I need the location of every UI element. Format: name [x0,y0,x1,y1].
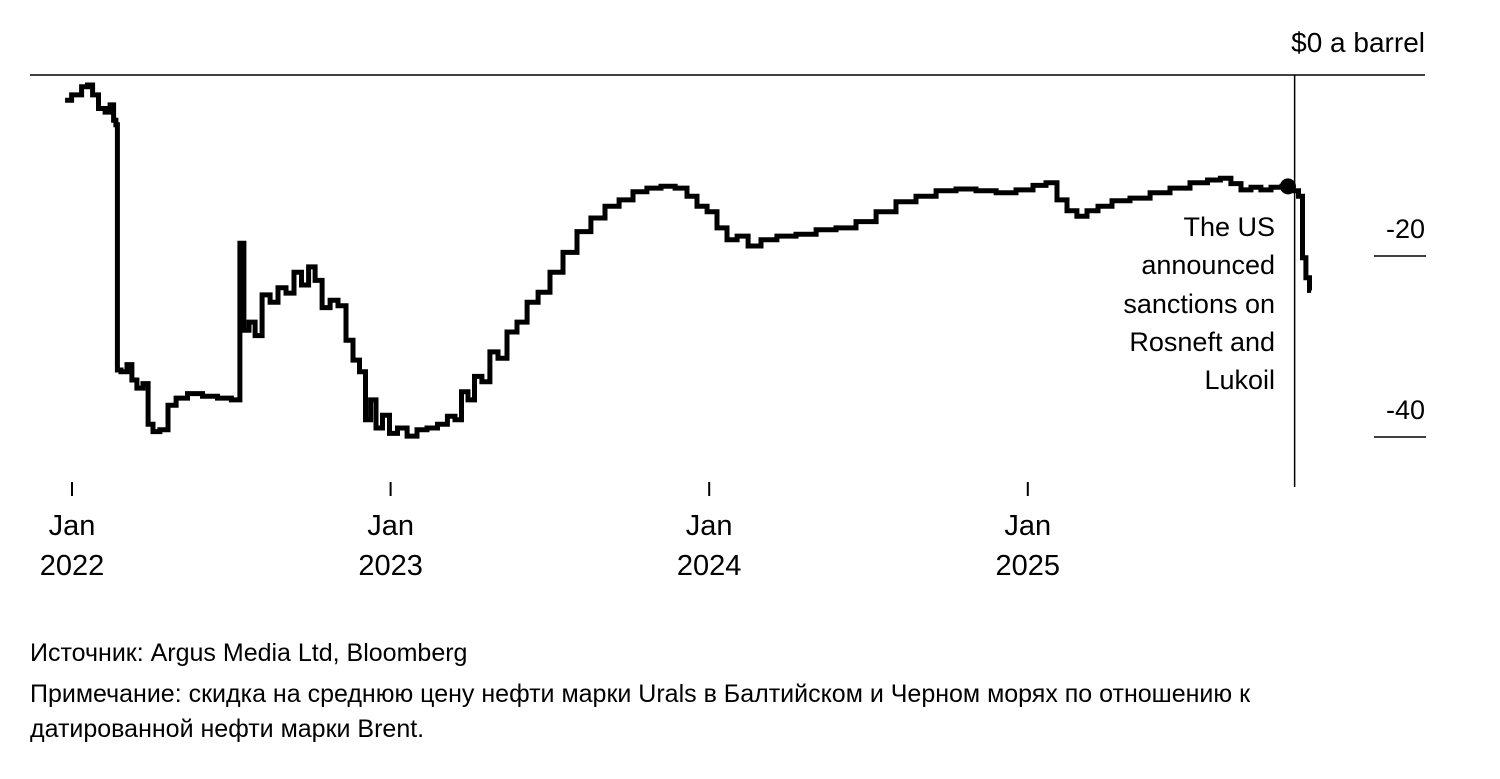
source-text: Источник: Argus Media Ltd, Bloomberg [30,639,468,667]
y-axis-label: -40 [1385,395,1425,425]
chart-footer: Источник: Argus Media Ltd, Bloomberg При… [30,636,1375,748]
line-chart-canvas [30,74,1426,496]
x-axis-label: Jan 2022 [39,510,105,583]
x-axis-label: Jan 2023 [358,510,423,583]
note-text: Примечание: скидка на среднюю цену нефти… [30,679,1251,744]
annotation-text: The US announced sanctions on Rosneft an… [1123,212,1275,396]
urals-discount-line [65,82,1312,439]
x-axis-label: Jan 2024 [676,510,742,583]
y-axis-zero-label: $0 a barrel [1291,27,1425,58]
latest-point-marker [1279,178,1296,195]
x-axis-label: Jan 2025 [995,510,1061,583]
y-axis-label: -20 [1385,214,1425,244]
